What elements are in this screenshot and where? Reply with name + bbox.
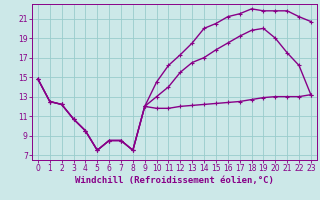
X-axis label: Windchill (Refroidissement éolien,°C): Windchill (Refroidissement éolien,°C): [75, 176, 274, 185]
